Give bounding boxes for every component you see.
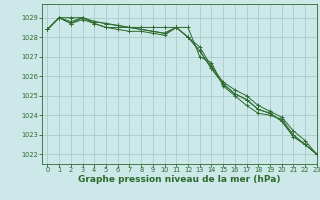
X-axis label: Graphe pression niveau de la mer (hPa): Graphe pression niveau de la mer (hPa): [78, 175, 280, 184]
